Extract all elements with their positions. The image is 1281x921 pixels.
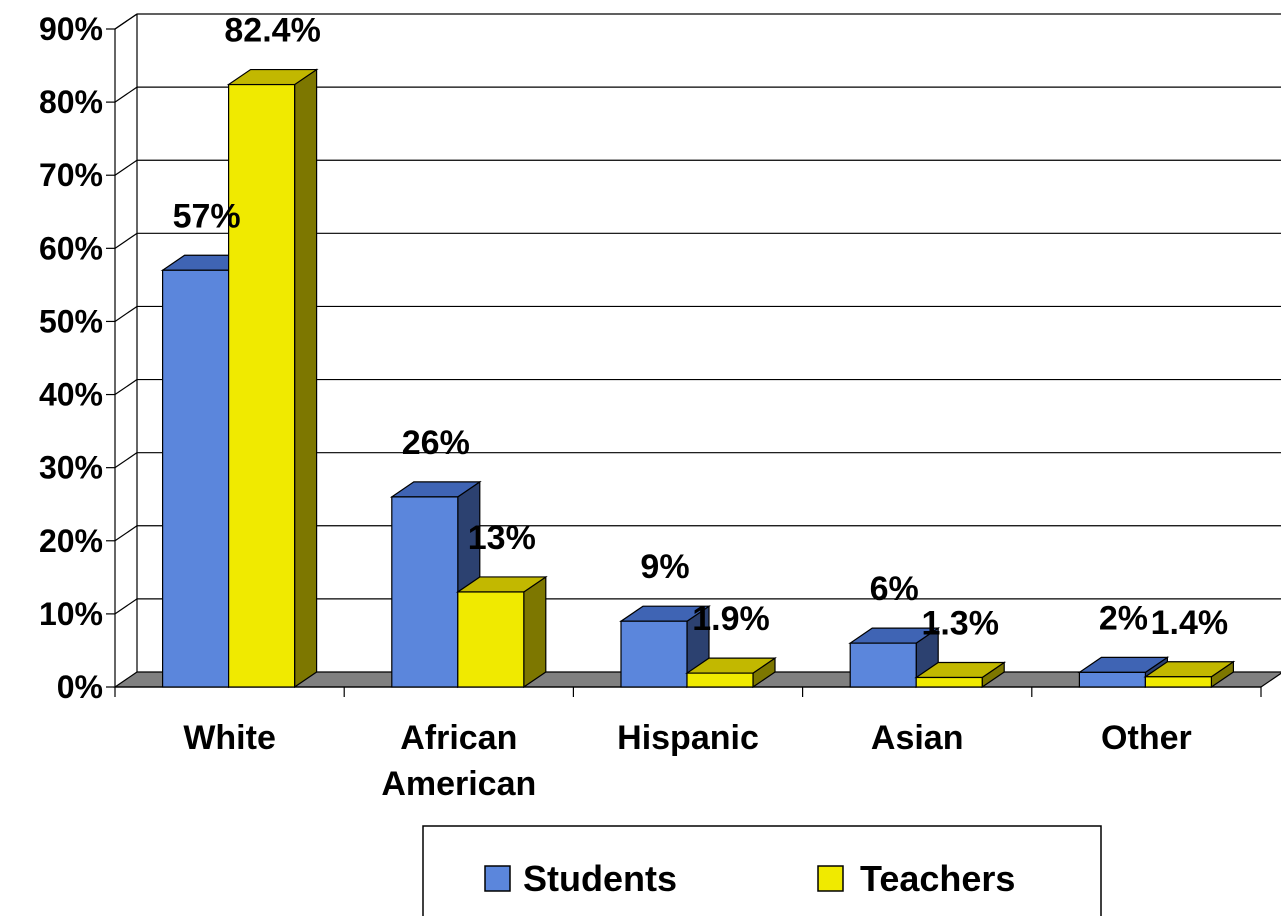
bar-side (294, 68, 318, 689)
bar-students (848, 626, 941, 689)
legend: Students Teachers (422, 825, 1102, 921)
gridline-wall (114, 452, 138, 469)
legend-swatch (817, 865, 844, 892)
back-wall (137, 14, 1281, 672)
data-label: 6% (870, 570, 919, 608)
bar-front (1144, 676, 1213, 688)
y-tick-label: 30% (39, 450, 103, 486)
gridline-wall (114, 379, 138, 396)
data-label: 1.9% (692, 600, 770, 638)
legend-label: Teachers (860, 858, 1015, 899)
bar-front (391, 496, 459, 688)
legend-swatch (484, 865, 511, 892)
y-tick-label: 80% (39, 84, 103, 120)
y-tick-label: 60% (39, 230, 103, 266)
category-label: Other (1101, 719, 1192, 757)
gridline-wall (114, 232, 138, 249)
y-tick-label: 90% (39, 11, 103, 47)
data-label: 2% (1099, 599, 1148, 637)
y-tick-label: 0% (57, 669, 103, 705)
y-tick-label: 20% (39, 523, 103, 559)
bar-front (620, 620, 688, 688)
legend-label: Students (523, 858, 677, 899)
gridline-wall (114, 86, 138, 103)
bar-students (1077, 656, 1170, 689)
bar-teachers (914, 661, 1007, 689)
data-label: 82.4% (224, 12, 320, 50)
bar-side (523, 575, 547, 689)
category-label: African (400, 719, 517, 757)
y-tick-label: 70% (39, 157, 103, 193)
legend-box (422, 825, 1102, 921)
y-tick-label: 50% (39, 303, 103, 339)
bar-teachers (226, 68, 319, 689)
category-label: American (381, 765, 536, 803)
bar-front (457, 591, 525, 688)
bar-front (162, 269, 230, 688)
wall-top-edge (114, 13, 138, 30)
gridline-wall (114, 159, 138, 176)
bar-teachers (455, 575, 548, 689)
data-label: 9% (640, 548, 689, 586)
data-label: 1.4% (1151, 604, 1229, 642)
bar-front (915, 676, 983, 688)
data-label: 26% (402, 424, 470, 462)
bar-front (686, 672, 754, 688)
data-label: 57% (173, 197, 241, 235)
y-tick-label: 10% (39, 596, 103, 632)
category-label: Asian (871, 719, 964, 757)
bar-front (228, 83, 296, 688)
gridline-wall (114, 305, 138, 322)
bar-front (1078, 671, 1147, 688)
gridline-wall (114, 598, 138, 615)
data-label: 13% (468, 519, 536, 557)
bar-teachers (1143, 660, 1236, 689)
category-label: Hispanic (617, 719, 759, 757)
bar-front (849, 642, 917, 688)
y-tick-label: 40% (39, 377, 103, 413)
category-label: White (183, 719, 276, 757)
data-label: 1.3% (921, 604, 999, 642)
bar-teachers (685, 656, 777, 689)
gridline-wall (114, 525, 138, 542)
